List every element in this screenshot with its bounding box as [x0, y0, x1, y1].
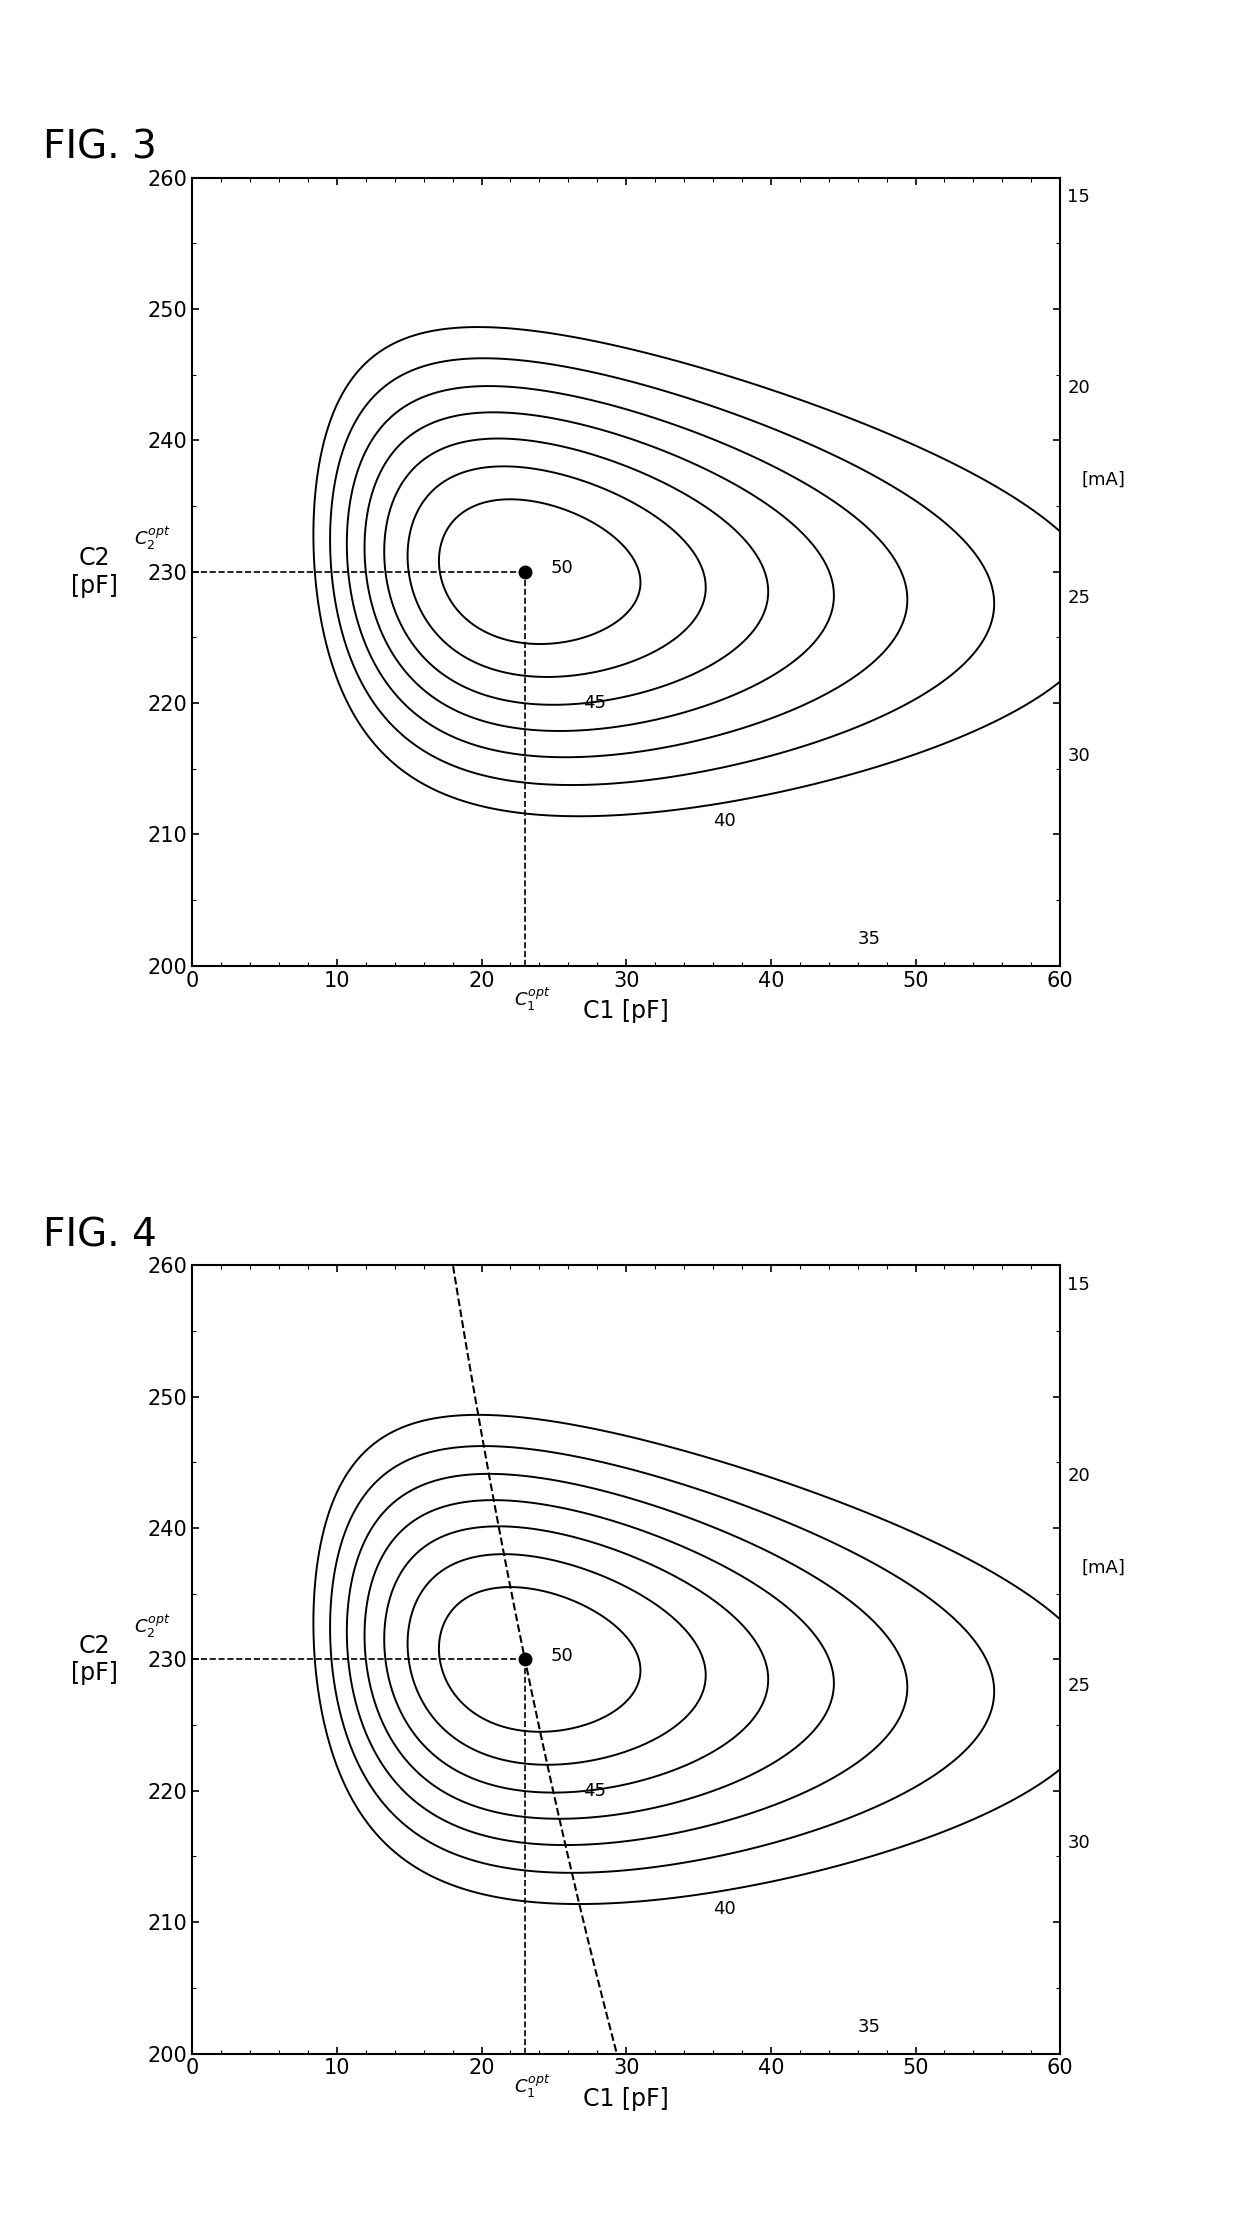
Text: 40: 40 [713, 813, 735, 830]
Text: 30: 30 [1068, 1834, 1090, 1851]
Text: 35: 35 [858, 2018, 880, 2036]
Text: 45: 45 [583, 1783, 606, 1800]
Text: 20: 20 [1068, 1467, 1090, 1485]
Text: 40: 40 [713, 1900, 735, 1918]
Text: [mA]: [mA] [1081, 471, 1126, 488]
Text: $C_2^{opt}$: $C_2^{opt}$ [134, 1612, 171, 1641]
Text: 25: 25 [1068, 588, 1090, 606]
Y-axis label: C2
[pF]: C2 [pF] [71, 546, 118, 597]
Text: FIG. 4: FIG. 4 [43, 1217, 157, 1254]
Y-axis label: C2
[pF]: C2 [pF] [71, 1634, 118, 1685]
Text: 25: 25 [1068, 1676, 1090, 1694]
Text: 35: 35 [858, 930, 880, 948]
Text: 15: 15 [1068, 189, 1090, 206]
Text: 20: 20 [1068, 380, 1090, 397]
X-axis label: C1 [pF]: C1 [pF] [583, 2087, 670, 2111]
Text: $C_1^{opt}$: $C_1^{opt}$ [513, 986, 551, 1012]
Text: 15: 15 [1068, 1276, 1090, 1294]
Text: 50: 50 [551, 559, 574, 577]
Text: $C_1^{opt}$: $C_1^{opt}$ [513, 2073, 551, 2100]
Text: 30: 30 [1068, 746, 1090, 764]
Text: 45: 45 [583, 695, 606, 713]
Text: $C_2^{opt}$: $C_2^{opt}$ [134, 524, 171, 553]
X-axis label: C1 [pF]: C1 [pF] [583, 999, 670, 1023]
Text: FIG. 3: FIG. 3 [43, 129, 157, 166]
Text: 50: 50 [551, 1647, 574, 1665]
Text: [mA]: [mA] [1081, 1558, 1126, 1576]
